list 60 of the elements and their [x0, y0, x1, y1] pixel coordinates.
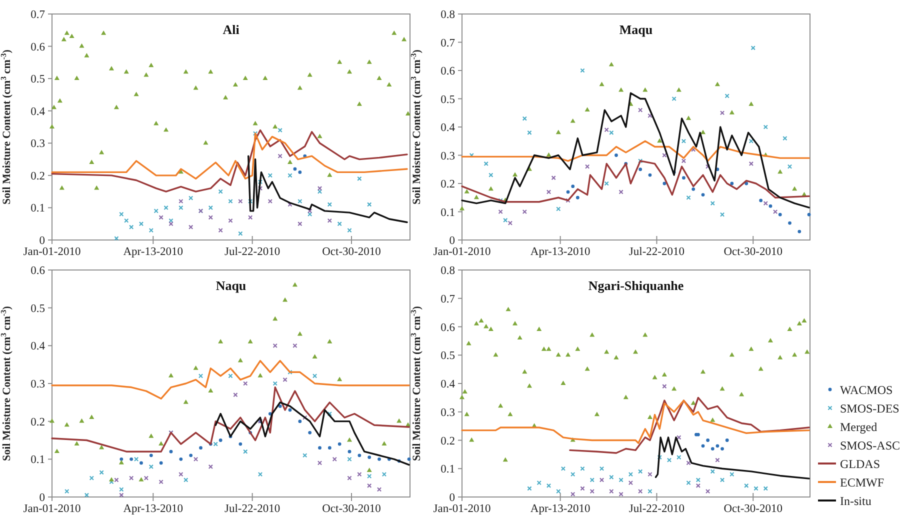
y-tick-label: 0.6	[30, 265, 46, 277]
x-tick-label: Apr-13-2010	[530, 246, 590, 258]
y-tick-label: 0.8	[440, 9, 456, 21]
y-tick-label: 0	[449, 235, 456, 247]
x-tick-label: Jul-22-2010	[628, 503, 685, 515]
y-tick-label: 0.2	[440, 178, 456, 190]
y-tick-label: 0.4	[30, 340, 46, 353]
x-tick-label: Jul-22-2010	[628, 246, 685, 258]
y-tick-label: 0.1	[440, 464, 456, 476]
legend-label: WACMOS	[840, 383, 893, 397]
y-tick-label: 0.3	[440, 150, 456, 162]
x-tick-label: Apr-13-2010	[530, 503, 590, 515]
text: Naqu	[216, 278, 246, 293]
y-tick-label: 0.5	[440, 94, 456, 106]
x-tick-label: Oct-30-2010	[322, 246, 382, 258]
y-tick-label: 0.2	[440, 435, 456, 448]
y-tick-label: 0.2	[30, 416, 46, 428]
y-tick-label: 0.5	[30, 302, 46, 315]
y-tick-label: 0	[39, 492, 46, 504]
y-tick-label: 0.6	[440, 66, 456, 78]
y-tick-label: 0.2	[30, 170, 46, 182]
y-tick-label: 0.1	[30, 454, 46, 466]
y-tick-label: 0.4	[440, 122, 456, 134]
y-tick-label: 0.8	[440, 265, 456, 277]
x-tick-label: Apr-13-2010	[123, 503, 184, 515]
legend-label: GLDAS	[840, 457, 880, 471]
y-tick-label: 0.3	[30, 378, 46, 390]
x-tick-label: Jul-22-2010	[224, 503, 280, 515]
legend-label: SMOS-DES	[840, 402, 900, 416]
y-tick-label: 0.4	[440, 378, 456, 390]
y-tick-label: 0.3	[30, 138, 46, 150]
text: Ngari-Shiquanhe	[588, 278, 684, 293]
text: Ali	[222, 22, 240, 37]
legend-label: Merged	[840, 420, 878, 434]
y-tick-label: 0.5	[30, 74, 46, 86]
y-tick-label: 0.7	[30, 9, 46, 21]
y-tick-label: 0.6	[440, 322, 456, 334]
y-tick-label: 0.1	[440, 206, 456, 219]
x-tick-label: Oct-30-2010	[322, 503, 382, 515]
x-tick-label: Apr-13-2010	[123, 246, 184, 258]
x-tick-label: Jan-01-2010	[433, 246, 491, 258]
x-tick-label: Oct-30-2010	[724, 246, 783, 258]
y-tick-label: 0.3	[440, 406, 456, 419]
y-tick-label: 0	[449, 492, 456, 504]
y-tick-label: 0.5	[440, 350, 456, 362]
y-tick-label: 0.4	[30, 106, 46, 118]
y-tick-label: 0.6	[30, 41, 46, 54]
y-tick-label: 0	[39, 235, 46, 247]
y-tick-label: 0.7	[440, 37, 456, 50]
legend-label: In-situ	[840, 494, 872, 508]
legend-label: ECMWF	[840, 476, 884, 490]
x-tick-label: Jan-01-2010	[433, 503, 491, 515]
y-tick-label: 0.1	[30, 202, 46, 215]
x-tick-label: Jul-22-2010	[224, 246, 280, 258]
x-tick-label: Oct-30-2010	[724, 503, 783, 515]
x-tick-label: Jan-01-2010	[23, 503, 81, 515]
text: Maqu	[619, 22, 653, 37]
x-tick-label: Jan-01-2010	[23, 246, 81, 258]
legend-label: SMOS-ASC	[840, 438, 900, 452]
y-tick-label: 0.7	[440, 293, 456, 306]
